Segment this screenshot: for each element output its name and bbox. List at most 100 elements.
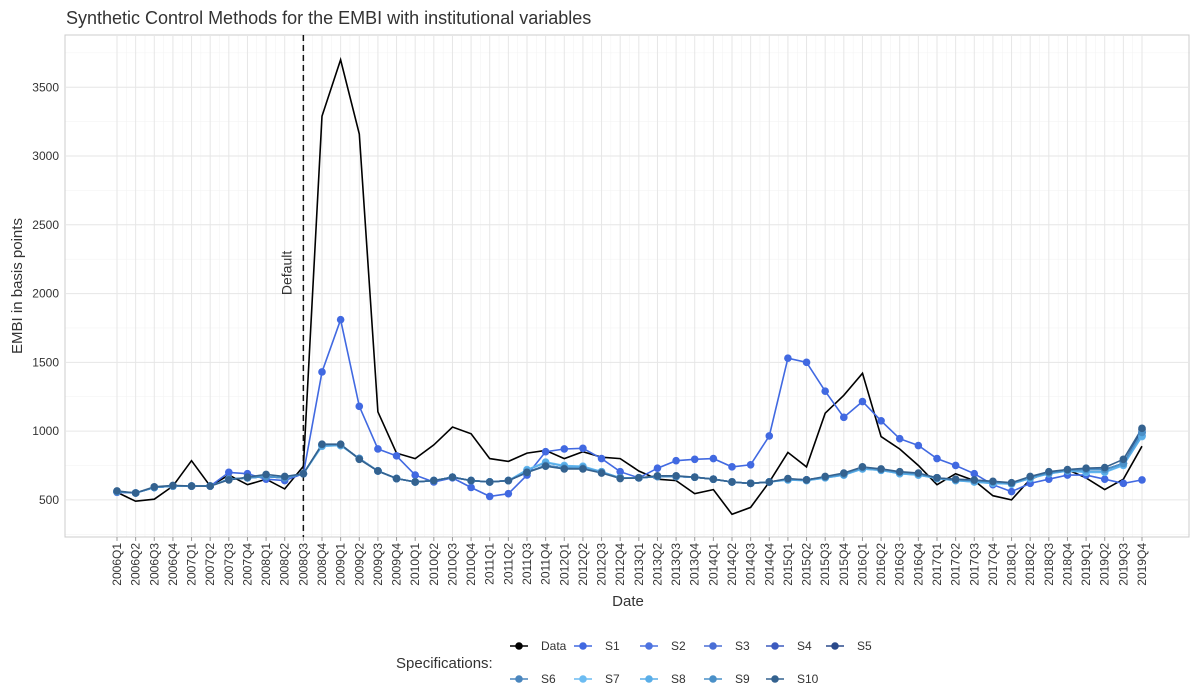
- x-tick-label: 2010Q3: [445, 543, 459, 586]
- series-point: [448, 473, 457, 481]
- legend-swatch: [709, 642, 717, 650]
- x-tick-label: 2011Q2: [501, 543, 515, 585]
- series-point: [877, 465, 885, 473]
- x-tick-label: 2010Q4: [464, 543, 478, 586]
- series-point: [840, 469, 848, 477]
- legend-label: S9: [735, 672, 750, 686]
- series-point: [635, 474, 643, 482]
- legend-label: S4: [797, 639, 812, 653]
- series-point: [951, 475, 960, 484]
- series-point: [225, 476, 233, 484]
- legend-swatch: [709, 675, 717, 683]
- series-point: [187, 482, 196, 490]
- x-tick-label: 2012Q4: [613, 543, 627, 586]
- plot-border: [64, 34, 1190, 538]
- x-tick-label: 2006Q1: [110, 543, 124, 586]
- series-point: [1119, 455, 1128, 464]
- x-tick-label: 2009Q4: [390, 543, 404, 586]
- x-tick-label: 2006Q4: [166, 543, 180, 586]
- series-point: [206, 482, 214, 490]
- series-point: [858, 397, 867, 406]
- x-tick-label: 2011Q4: [539, 543, 553, 585]
- series-point: [150, 483, 159, 491]
- x-tick-label: 2007Q2: [203, 543, 217, 586]
- y-axis-title: EMBI in basis points: [9, 218, 26, 354]
- series-point: [895, 434, 904, 443]
- series-point: [225, 468, 233, 477]
- legend-swatch: [771, 675, 779, 683]
- x-tick-label: 2009Q2: [352, 543, 366, 586]
- series-point: [392, 452, 401, 460]
- series-point: [1045, 475, 1053, 484]
- series-point: [709, 475, 718, 484]
- series-point: [1119, 479, 1128, 488]
- x-tick-label: 2018Q1: [1005, 543, 1019, 586]
- x-tick-label: 2013Q3: [669, 543, 683, 586]
- legend-swatch: [579, 642, 587, 650]
- legend-swatch: [645, 642, 653, 650]
- series-point: [579, 465, 587, 473]
- series-point: [1100, 475, 1109, 484]
- series-point: [504, 489, 513, 498]
- y-tick-label: 500: [39, 493, 59, 507]
- series-point: [914, 469, 923, 477]
- series-point: [523, 468, 531, 477]
- series-point: [951, 461, 960, 470]
- series-point: [914, 441, 923, 450]
- series-point: [318, 368, 326, 376]
- legend-label: S1: [605, 639, 620, 653]
- series-point: [746, 479, 755, 488]
- series-point: [336, 315, 345, 324]
- x-tick-label: 2012Q3: [595, 543, 609, 586]
- x-tick-label: 2010Q1: [408, 543, 422, 586]
- legend-swatch: [579, 675, 587, 683]
- x-tick-label: 2007Q1: [185, 543, 199, 586]
- x-tick-label: 2019Q1: [1079, 543, 1093, 586]
- y-tick-label: 2000: [32, 287, 59, 301]
- legend-label: S10: [797, 672, 819, 686]
- series-point: [430, 476, 438, 485]
- x-tick-label: 2015Q3: [818, 543, 832, 586]
- x-axis-title: Date: [612, 593, 644, 610]
- series-point: [784, 474, 792, 483]
- series-point: [1045, 467, 1053, 476]
- x-tick-label: 2006Q2: [129, 543, 143, 586]
- series-point: [1138, 424, 1146, 433]
- x-tick-label: 2011Q1: [483, 543, 497, 585]
- series-point: [784, 354, 792, 363]
- x-tick-label: 2013Q1: [632, 543, 646, 586]
- series-point: [933, 474, 941, 482]
- series-point: [411, 471, 419, 479]
- legend-label: Data: [541, 639, 567, 653]
- series-point: [131, 489, 140, 497]
- series-point: [690, 455, 699, 464]
- series-point: [616, 474, 624, 483]
- x-tick-label: 2014Q4: [762, 543, 776, 586]
- x-tick-label: 2015Q1: [781, 543, 795, 586]
- y-tick-label: 3500: [32, 80, 59, 94]
- x-tick-label: 2017Q2: [949, 543, 963, 586]
- x-tick-label: 2013Q4: [688, 543, 702, 586]
- series-point: [467, 483, 475, 492]
- x-tick-label: 2015Q4: [837, 543, 851, 586]
- series-point: [169, 481, 177, 490]
- series-point: [299, 469, 308, 478]
- series-point: [280, 472, 289, 481]
- series-point: [374, 467, 382, 475]
- series-point: [579, 444, 587, 453]
- series-point: [411, 478, 419, 486]
- x-tick-label: 2019Q2: [1098, 543, 1112, 586]
- series-point: [672, 471, 680, 480]
- series-point: [485, 478, 494, 486]
- series-point: [746, 460, 755, 469]
- x-tick-label: 2008Q2: [278, 543, 292, 586]
- series-point: [709, 454, 718, 463]
- legend-swatch: [515, 675, 523, 683]
- y-tick-label: 3000: [32, 149, 59, 163]
- legend-label: S6: [541, 672, 556, 686]
- x-tick-label: 2011Q3: [520, 543, 534, 585]
- series-point: [933, 454, 941, 463]
- x-tick-label: 2014Q3: [744, 543, 758, 586]
- x-tick-label: 2009Q3: [371, 543, 385, 586]
- series-point: [355, 402, 364, 411]
